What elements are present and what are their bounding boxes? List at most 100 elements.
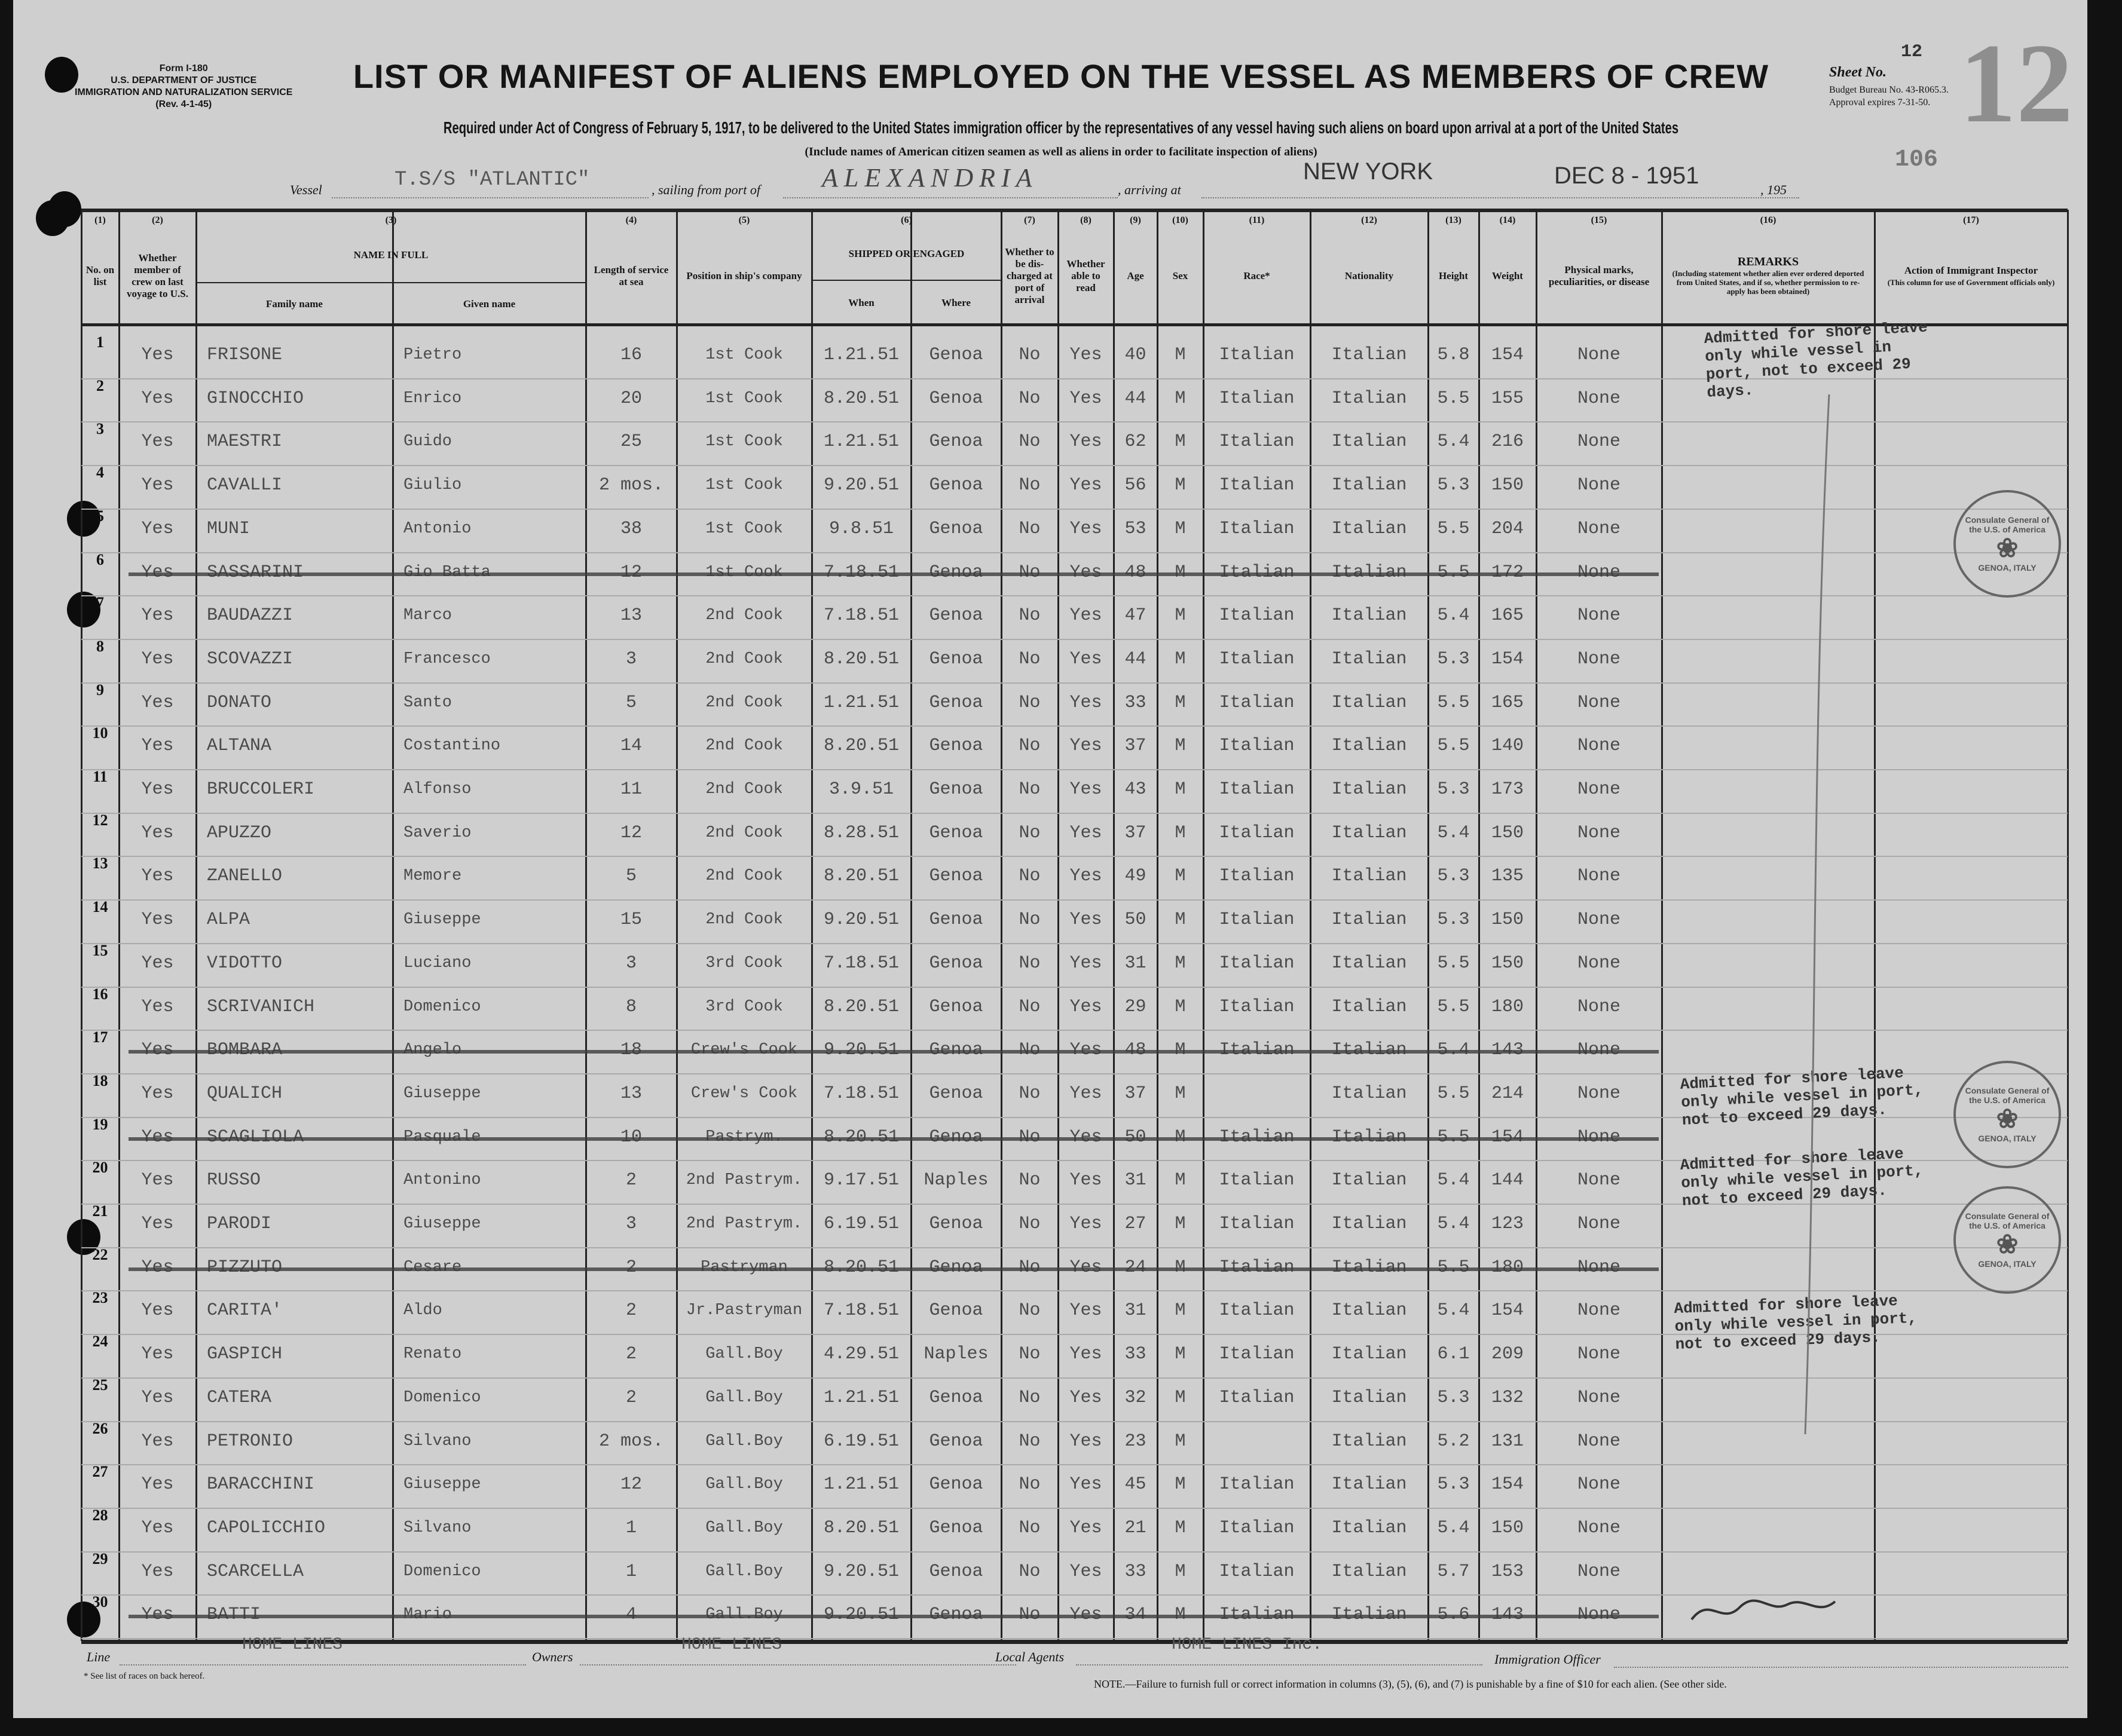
cell-service: 3 xyxy=(625,1214,637,1234)
cell-sex: M xyxy=(1175,1344,1186,1365)
cell-service: 13 xyxy=(620,1083,642,1104)
cell-discharge: No xyxy=(1019,388,1041,409)
cell-position: 1st Cook xyxy=(705,346,783,364)
column-number: (8) xyxy=(1080,215,1091,225)
cell-marks: None xyxy=(1577,779,1620,800)
cell-family: CATERA xyxy=(207,1387,272,1408)
seal-text: Consulate General of the U.S. of America xyxy=(1965,515,2050,534)
eagle-icon: ❀ xyxy=(1996,534,2019,563)
column-header: (11) Race* xyxy=(1203,210,1310,324)
cell-marks: None xyxy=(1577,1474,1620,1495)
cell-height: 5.3 xyxy=(1437,1387,1470,1408)
column-number: (12) xyxy=(1361,215,1377,225)
cell-weight: 180 xyxy=(1491,996,1524,1017)
cell-race: Italian xyxy=(1219,996,1295,1017)
row-rule xyxy=(81,1551,2068,1553)
cell-sex: M xyxy=(1175,518,1186,539)
cell-no: 1 xyxy=(96,333,104,351)
cell-position: Jr.Pastryman xyxy=(686,1302,803,1320)
year-label: , 195 xyxy=(1760,182,1787,197)
cell-marks: None xyxy=(1577,1517,1620,1538)
cell-no: 19 xyxy=(92,1115,108,1133)
column-header: (13) Height xyxy=(1428,210,1479,324)
cell-given: Saverio xyxy=(403,823,472,842)
column-rule xyxy=(81,210,82,1641)
cell-given: Marco xyxy=(403,607,452,625)
column-rule xyxy=(1478,210,1480,1641)
column-subheader: Given name xyxy=(463,298,516,310)
cell-where: Genoa xyxy=(929,822,983,843)
cell-family: CARITA' xyxy=(207,1300,283,1321)
cell-position: 2nd Cook xyxy=(705,823,783,842)
seal-city: GENOA, ITALY xyxy=(1978,1259,2037,1269)
remarks-ditto-line xyxy=(1804,394,1830,1435)
column-rule xyxy=(1057,210,1059,1641)
cell-discharge: No xyxy=(1019,1300,1041,1321)
cell-age: 43 xyxy=(1124,779,1146,800)
name-subheader-rule xyxy=(196,282,587,283)
cell-nationality: Italian xyxy=(1331,1170,1407,1191)
cell-read: Yes xyxy=(1069,431,1102,452)
cell-read: Yes xyxy=(1069,736,1102,757)
cell-when: 9.17.51 xyxy=(823,1170,900,1191)
cell-when: 1.21.51 xyxy=(823,345,900,365)
cell-crew: Yes xyxy=(141,1170,174,1191)
column-header: (15) Physical marks, peculiarities, or di… xyxy=(1536,210,1662,324)
arrival-dotline xyxy=(1201,197,1799,198)
cell-position: 1st Cook xyxy=(705,433,783,451)
cell-nationality: Italian xyxy=(1331,736,1407,757)
cell-position: 1st Cook xyxy=(705,476,783,495)
row-rule xyxy=(81,682,2068,684)
cell-weight: 140 xyxy=(1491,736,1524,757)
cell-race: Italian xyxy=(1219,1214,1295,1234)
cell-age: 56 xyxy=(1124,475,1146,496)
cell-height: 5.4 xyxy=(1437,1170,1470,1191)
cell-age: 33 xyxy=(1124,1344,1146,1365)
cell-age: 33 xyxy=(1124,692,1146,713)
cell-crew: Yes xyxy=(141,779,174,800)
cell-age: 40 xyxy=(1124,345,1146,365)
column-label: Whether member of crew on last voyage to… xyxy=(127,252,188,299)
column-subheader: When xyxy=(848,296,875,308)
cell-weight: 150 xyxy=(1491,1517,1524,1538)
column-label: SHIPPED OR ENGAGED xyxy=(848,247,965,259)
row-rule xyxy=(81,1116,2068,1118)
column-label: Height xyxy=(1438,270,1469,281)
cell-race: Italian xyxy=(1219,1517,1295,1538)
punch-hole xyxy=(67,1219,100,1255)
cell-where: Genoa xyxy=(929,996,983,1017)
cell-height: 5.4 xyxy=(1437,822,1470,843)
cell-discharge: No xyxy=(1019,736,1041,757)
cell-discharge: No xyxy=(1019,910,1041,930)
cell-read: Yes xyxy=(1069,1083,1102,1104)
cell-nationality: Italian xyxy=(1331,648,1407,669)
cell-no: 12 xyxy=(92,811,108,829)
cell-no: 29 xyxy=(92,1550,108,1567)
cell-weight: 154 xyxy=(1491,345,1524,365)
column-number: (10) xyxy=(1172,215,1188,225)
cell-when: 1.21.51 xyxy=(823,1387,900,1408)
consulate-seal: Consulate General of the U.S. of America… xyxy=(1953,1186,2061,1294)
cell-no: 24 xyxy=(92,1333,108,1351)
row-rule xyxy=(81,1377,2068,1379)
cell-read: Yes xyxy=(1069,1474,1102,1495)
cell-read: Yes xyxy=(1069,1214,1102,1234)
cell-crew: Yes xyxy=(141,910,174,930)
column-rule xyxy=(1874,210,1876,1641)
cell-weight: 150 xyxy=(1491,953,1524,973)
cell-family: VIDOTTO xyxy=(207,953,283,973)
cell-service: 16 xyxy=(620,345,642,365)
cell-nationality: Italian xyxy=(1331,953,1407,973)
cell-service: 5 xyxy=(625,692,637,713)
cell-race: Italian xyxy=(1219,475,1295,496)
cell-given: Costantino xyxy=(403,737,501,755)
cell-crew: Yes xyxy=(141,1083,174,1104)
cell-no: 26 xyxy=(92,1419,108,1437)
cell-height: 5.3 xyxy=(1437,910,1470,930)
column-note: (This column for use of Government offic… xyxy=(1887,277,2055,287)
cell-where: Genoa xyxy=(929,1474,983,1495)
cell-sex: M xyxy=(1175,1431,1186,1452)
cell-when: 8.20.51 xyxy=(823,866,900,887)
cell-service: 5 xyxy=(625,866,637,887)
cell-position: 2nd Pastrym. xyxy=(686,1215,803,1233)
